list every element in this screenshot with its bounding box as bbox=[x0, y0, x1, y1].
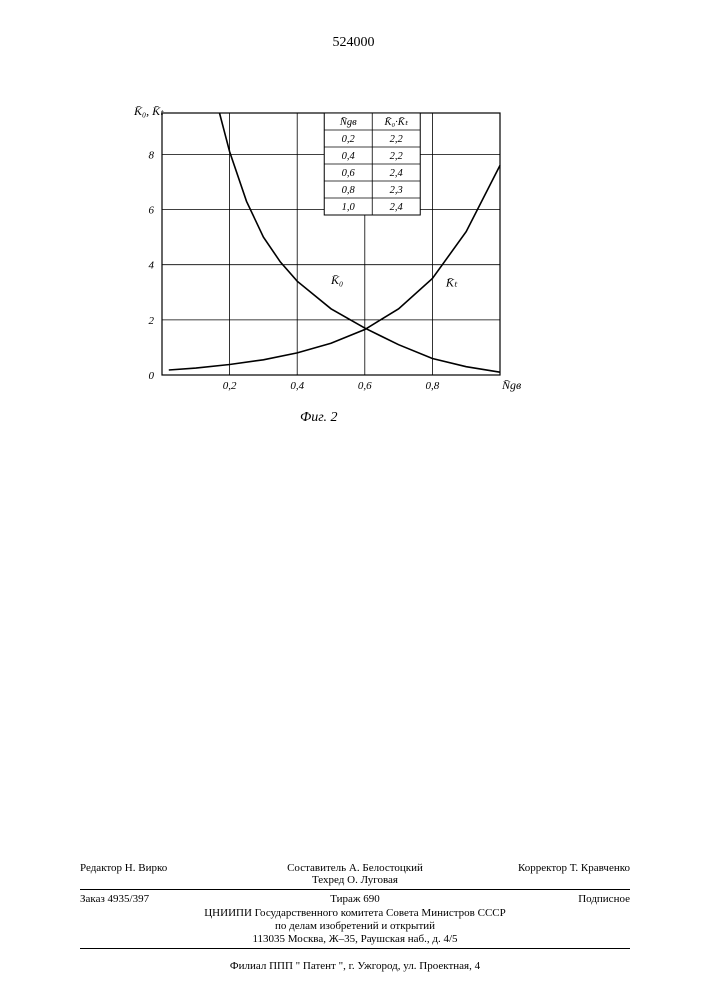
org-address: 113035 Москва, Ж–35, Раушская наб., д. 4… bbox=[80, 933, 630, 945]
svg-text:0: 0 bbox=[149, 370, 155, 382]
svg-text:2,3: 2,3 bbox=[390, 185, 403, 196]
order-number: Заказ 4935/397 bbox=[80, 893, 263, 905]
svg-text:0,8: 0,8 bbox=[426, 380, 440, 392]
techred-credit: Техред О. Луговая bbox=[312, 874, 398, 886]
figure-chart: 0,20,40,60,8N̄gв02468K̄₀, K̄ₜK̄₀K̄ₜN̄gвK… bbox=[130, 105, 510, 400]
svg-text:0,6: 0,6 bbox=[358, 380, 372, 392]
svg-text:0,4: 0,4 bbox=[342, 151, 356, 162]
org-line-1: ЦНИИПИ Государственного комитета Совета … bbox=[80, 907, 630, 919]
svg-text:K̄₀: K̄₀ bbox=[330, 273, 343, 287]
svg-text:K̄₀, K̄ₜ: K̄₀, K̄ₜ bbox=[133, 104, 164, 118]
compiler-credit: Составитель А. Белостоцкий bbox=[287, 862, 423, 874]
svg-text:8: 8 bbox=[149, 149, 155, 161]
subscription-label: Подписное bbox=[447, 893, 630, 905]
svg-text:0,2: 0,2 bbox=[342, 134, 356, 145]
branch-line: Филиал ППП " Патент ", г. Ужгород, ул. П… bbox=[80, 960, 630, 972]
footer-credits: Редактор Н. Вирко Составитель А. Белосто… bbox=[80, 862, 630, 952]
svg-text:2,2: 2,2 bbox=[390, 151, 404, 162]
corrector-credit: Корректор Т. Кравченко bbox=[458, 862, 630, 886]
svg-text:2,2: 2,2 bbox=[390, 134, 404, 145]
svg-text:N̄gв: N̄gв bbox=[339, 116, 357, 128]
figure-caption: Фиг. 2 bbox=[300, 410, 338, 426]
svg-text:K̄ₜ: K̄ₜ bbox=[445, 276, 458, 290]
editor-credit: Редактор Н. Вирко bbox=[80, 862, 252, 886]
svg-text:4: 4 bbox=[149, 260, 155, 272]
org-line-2: по делам изобретений и открытий bbox=[80, 920, 630, 932]
svg-text:K̄₀·K̄ₜ: K̄₀·K̄ₜ bbox=[384, 116, 409, 128]
document-number: 524000 bbox=[333, 35, 375, 51]
svg-text:0,8: 0,8 bbox=[342, 185, 356, 196]
svg-text:2,4: 2,4 bbox=[390, 168, 404, 179]
svg-text:2: 2 bbox=[149, 315, 155, 327]
svg-text:0,4: 0,4 bbox=[290, 380, 304, 392]
svg-text:0,2: 0,2 bbox=[223, 380, 237, 392]
svg-text:N̄gв: N̄gв bbox=[501, 378, 521, 392]
svg-text:2,4: 2,4 bbox=[390, 202, 404, 213]
svg-text:1,0: 1,0 bbox=[342, 202, 356, 213]
svg-text:0,6: 0,6 bbox=[342, 168, 356, 179]
svg-text:6: 6 bbox=[149, 205, 155, 217]
print-run: Тираж 690 bbox=[263, 893, 446, 905]
